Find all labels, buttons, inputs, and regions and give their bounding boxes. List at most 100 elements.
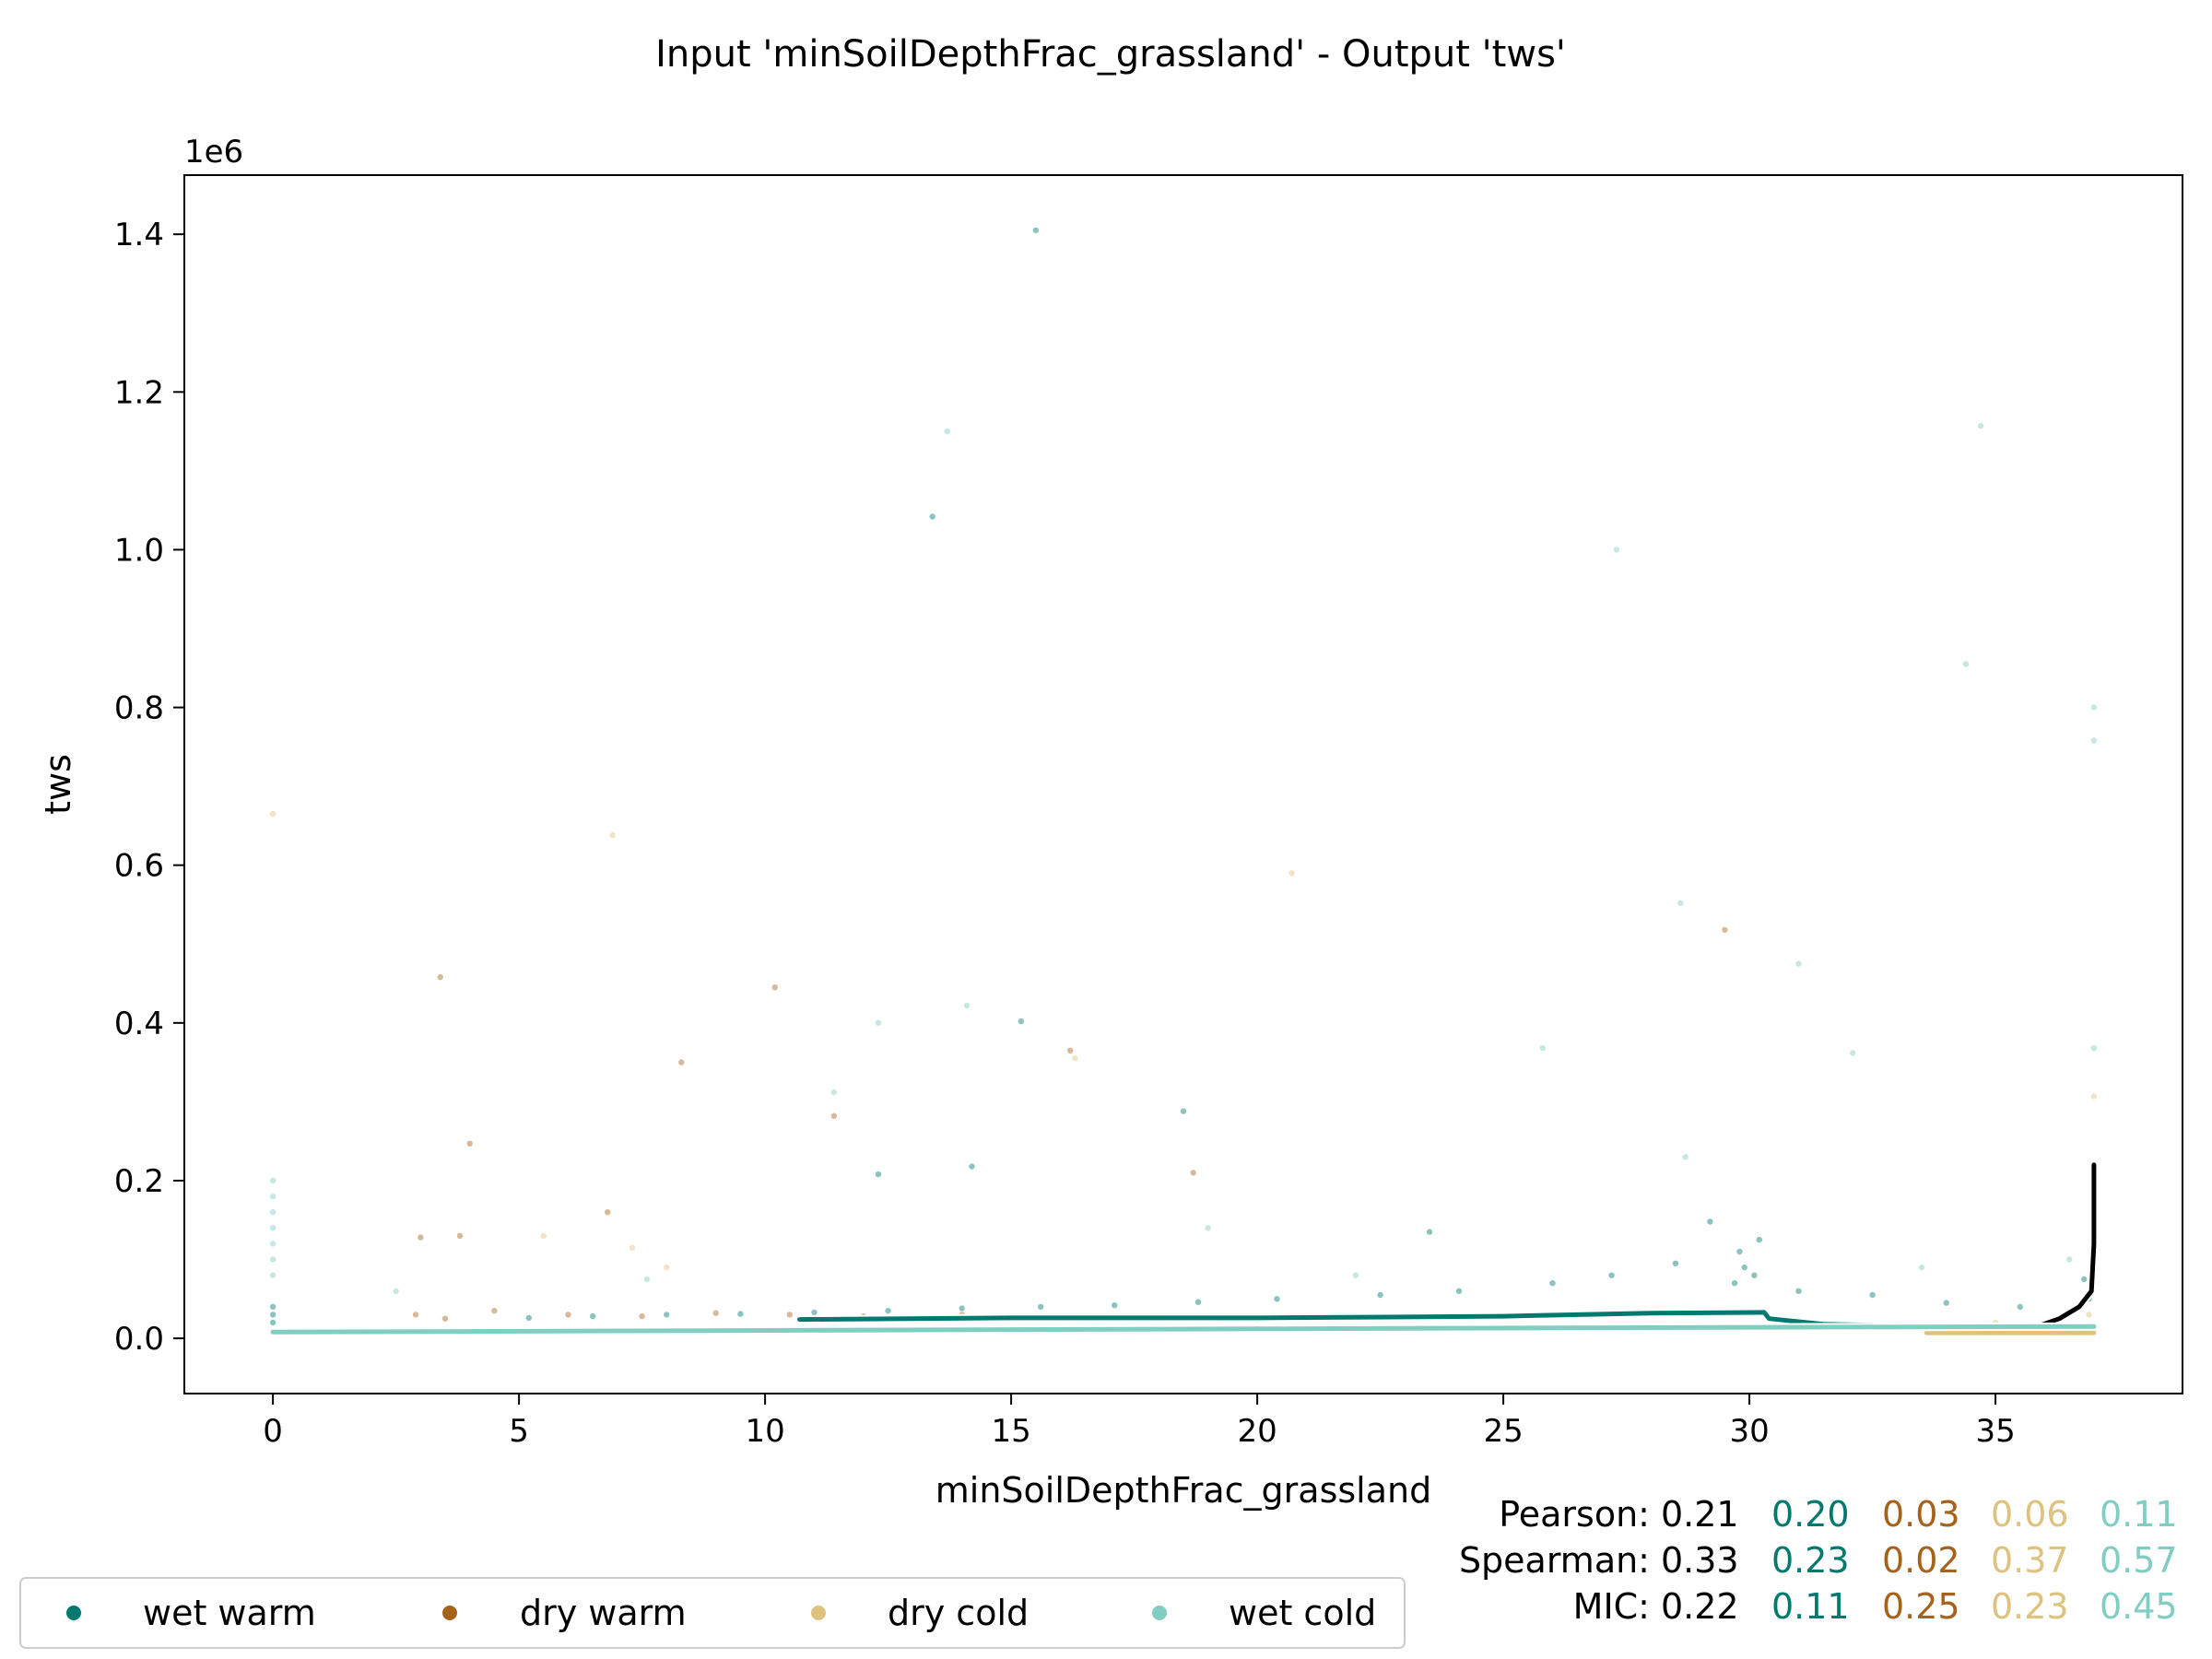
point-wet-cold-24 [1352, 1272, 1359, 1278]
legend-marker-wet-cold [1152, 1606, 1167, 1620]
x-tick-label-3: 15 [991, 1413, 1030, 1450]
x-tick-label-5: 25 [1483, 1413, 1523, 1450]
stat-mic-label: MIC: [1573, 1586, 1650, 1627]
stat-pearson-dry-cold: 0.06 [1991, 1494, 2069, 1535]
point-dry-cold-8 [2086, 1312, 2092, 1318]
point-wet-warm-32 [1741, 1264, 1747, 1271]
y-tick-label-0: 0.0 [114, 1321, 164, 1358]
point-wet-warm-27 [1869, 1291, 1876, 1299]
point-wet-warm-6 [1426, 1229, 1433, 1235]
points-layer [269, 227, 2098, 1326]
point-dry-warm-15 [639, 1312, 645, 1320]
x-tick-label-7: 35 [1975, 1413, 2015, 1450]
legend-label-dry-cold: dry cold [888, 1593, 1029, 1633]
point-wet-warm-2 [1018, 1018, 1025, 1025]
stat-pearson-all: 0.21 [1661, 1494, 1739, 1535]
point-wet-cold-19 [269, 1256, 276, 1263]
point-wet-cold-0 [944, 428, 950, 435]
point-wet-warm-13 [1455, 1288, 1463, 1295]
point-wet-warm-23 [664, 1312, 670, 1318]
point-wet-warm-26 [1795, 1288, 1802, 1295]
point-wet-cold-8 [963, 1002, 971, 1009]
point-wet-warm-14 [1377, 1291, 1383, 1299]
point-wet-warm-5 [1180, 1108, 1187, 1114]
point-wet-cold-9 [875, 1019, 882, 1027]
y-tick-label-4: 0.8 [114, 690, 164, 727]
point-dry-cold-1 [609, 832, 616, 839]
point-dry-cold-6 [629, 1244, 636, 1251]
point-wet-cold-25 [1682, 1154, 1688, 1160]
point-wet-warm-0 [1032, 227, 1040, 234]
point-wet-warm-29 [2017, 1303, 2023, 1311]
point-wet-warm-22 [737, 1311, 744, 1317]
point-wet-cold-22 [643, 1276, 651, 1283]
point-wet-cold-11 [1850, 1050, 1856, 1056]
point-wet-warm-11 [1608, 1272, 1615, 1278]
stat-mic-wet-cold: 0.45 [2100, 1586, 2178, 1627]
point-wet-warm-20 [885, 1308, 891, 1314]
trend-line-wet-warm [797, 1310, 1900, 1328]
point-wet-cold-10 [1539, 1045, 1547, 1052]
stat-mic-dry-warm: 0.25 [1882, 1586, 1960, 1627]
stat-mic-all: 0.22 [1661, 1586, 1739, 1627]
legend-label-wet-cold: wet cold [1229, 1593, 1376, 1633]
point-wet-cold-6 [1677, 900, 1684, 906]
stat-pearson-label: Pearson: [1499, 1494, 1650, 1535]
point-dry-warm-12 [441, 1315, 449, 1322]
legend-label-dry-warm: dry warm [520, 1593, 687, 1633]
point-dry-warm-14 [565, 1312, 571, 1318]
y-axis-label: tws [38, 754, 78, 815]
point-wet-warm-3 [969, 1163, 975, 1170]
point-wet-cold-16 [269, 1209, 276, 1216]
point-dry-warm-9 [456, 1232, 464, 1240]
point-wet-warm-18 [1037, 1303, 1044, 1311]
chart-title: Input 'minSoilDepthFrac_grassland' - Out… [655, 33, 1566, 76]
point-wet-cold-27 [2066, 1256, 2073, 1263]
point-wet-cold-23 [1205, 1225, 1211, 1231]
point-wet-cold-1 [1977, 422, 1984, 429]
stat-spearman-wet-cold: 0.57 [2100, 1540, 2178, 1581]
x-tick-label-4: 20 [1237, 1413, 1277, 1450]
point-wet-cold-13 [830, 1088, 838, 1096]
point-wet-warm-21 [811, 1309, 818, 1316]
legend-box [19, 1577, 1406, 1649]
trend-lines-layer [268, 1160, 2099, 1337]
legend-label-wet-warm: wet warm [143, 1593, 316, 1633]
point-dry-cold-3 [2090, 1093, 2098, 1100]
point-wet-warm-17 [1112, 1302, 1118, 1309]
trend-line-wet-cold [270, 1324, 2097, 1335]
point-wet-cold-7 [1795, 960, 1802, 967]
point-wet-warm-35 [269, 1312, 276, 1318]
point-dry-cold-2 [1288, 870, 1295, 877]
point-wet-cold-5 [2090, 737, 2098, 744]
point-dry-warm-0 [437, 974, 443, 981]
point-dry-warm-16 [712, 1310, 719, 1316]
point-dry-warm-4 [830, 1112, 838, 1120]
point-wet-cold-3 [1962, 661, 1970, 667]
x-tick-label-2: 10 [745, 1413, 784, 1450]
point-wet-warm-7 [1707, 1218, 1713, 1225]
point-wet-warm-25 [525, 1314, 532, 1322]
point-wet-cold-12 [2090, 1045, 2098, 1052]
point-wet-warm-19 [959, 1305, 965, 1312]
point-wet-cold-14 [269, 1177, 276, 1184]
point-wet-warm-9 [1736, 1248, 1743, 1255]
point-wet-cold-17 [269, 1225, 276, 1231]
point-wet-cold-26 [1918, 1264, 1925, 1271]
legend-marker-wet-warm [66, 1606, 81, 1620]
stat-spearman-dry-warm: 0.02 [1882, 1540, 1960, 1581]
point-wet-warm-8 [1756, 1236, 1763, 1243]
point-wet-cold-20 [269, 1272, 276, 1278]
y-tick-label-5: 1.0 [114, 532, 164, 569]
stat-spearman-wet-warm: 0.23 [1771, 1540, 1850, 1581]
stat-pearson-wet-cold: 0.11 [2100, 1494, 2178, 1535]
point-dry-cold-4 [1072, 1055, 1078, 1062]
point-dry-cold-7 [664, 1264, 670, 1271]
point-wet-warm-33 [1751, 1272, 1758, 1278]
point-wet-cold-21 [393, 1288, 399, 1295]
point-wet-warm-28 [1943, 1300, 1949, 1306]
point-wet-warm-30 [2081, 1276, 2088, 1283]
stat-mic-dry-cold: 0.23 [1991, 1586, 2069, 1627]
point-dry-cold-5 [540, 1232, 547, 1240]
